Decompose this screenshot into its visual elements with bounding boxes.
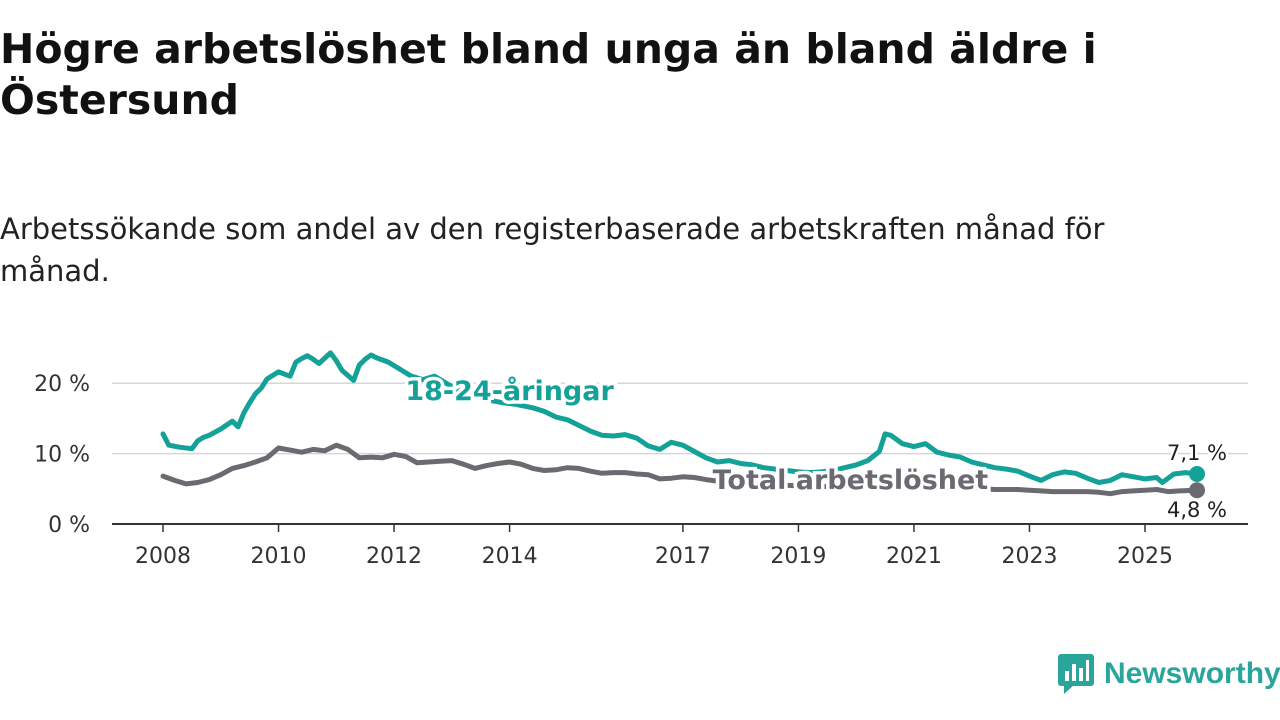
x-tick-label: 2023 [1001,544,1057,569]
series-lines [160,350,1200,497]
series-labels: 7,1 % 4,8 % 18-24-åringar Total arbetslöshe… [402,372,1230,525]
brand-name: Newsworthy [1104,657,1280,690]
y-tick-label: 20 % [34,372,90,397]
series-label: Total arbetslöshet [713,465,989,496]
x-axis-ticks: 2008 2010 2012 2014 2017 2019 2021 2023 2025 [135,524,1173,569]
y-tick-label: 0 % [48,513,90,538]
end-point [1189,482,1205,499]
chart-title: Högre arbetslöshet bland unga än bland ä… [0,25,1097,124]
series-line-total-arbetsl-shet [160,442,1200,497]
x-tick-label: 2019 [770,544,826,569]
series-label: 18-24-åringar [405,375,614,407]
gridlines [112,382,1248,525]
x-tick-label: 2025 [1117,544,1173,569]
x-tick-label: 2014 [482,544,538,569]
x-tick-label: 2012 [366,544,422,569]
end-value-label: 7,1 % [1167,441,1227,465]
x-tick-label: 2008 [135,544,191,569]
series-line-18-24-ringar [160,350,1200,485]
end-value-label: 4,8 % [1167,498,1227,522]
x-tick-label: 2017 [655,544,711,569]
x-tick-label: 2021 [886,544,942,569]
chart-subtitle: Arbetssökande som andel av den registerb… [0,212,1105,288]
y-tick-label: 10 % [34,443,90,468]
line-chart: 0 % 10 % 20 % 2008 2010 2012 2014 2017 2019 2021… [34,350,1248,569]
newsworthy-logo-icon [1058,654,1094,694]
end-point [1189,466,1205,483]
y-axis-ticks: 0 % 10 % 20 % [34,372,90,538]
brand-logo: Newsworthy [1058,652,1280,696]
x-tick-label: 2010 [251,544,307,569]
